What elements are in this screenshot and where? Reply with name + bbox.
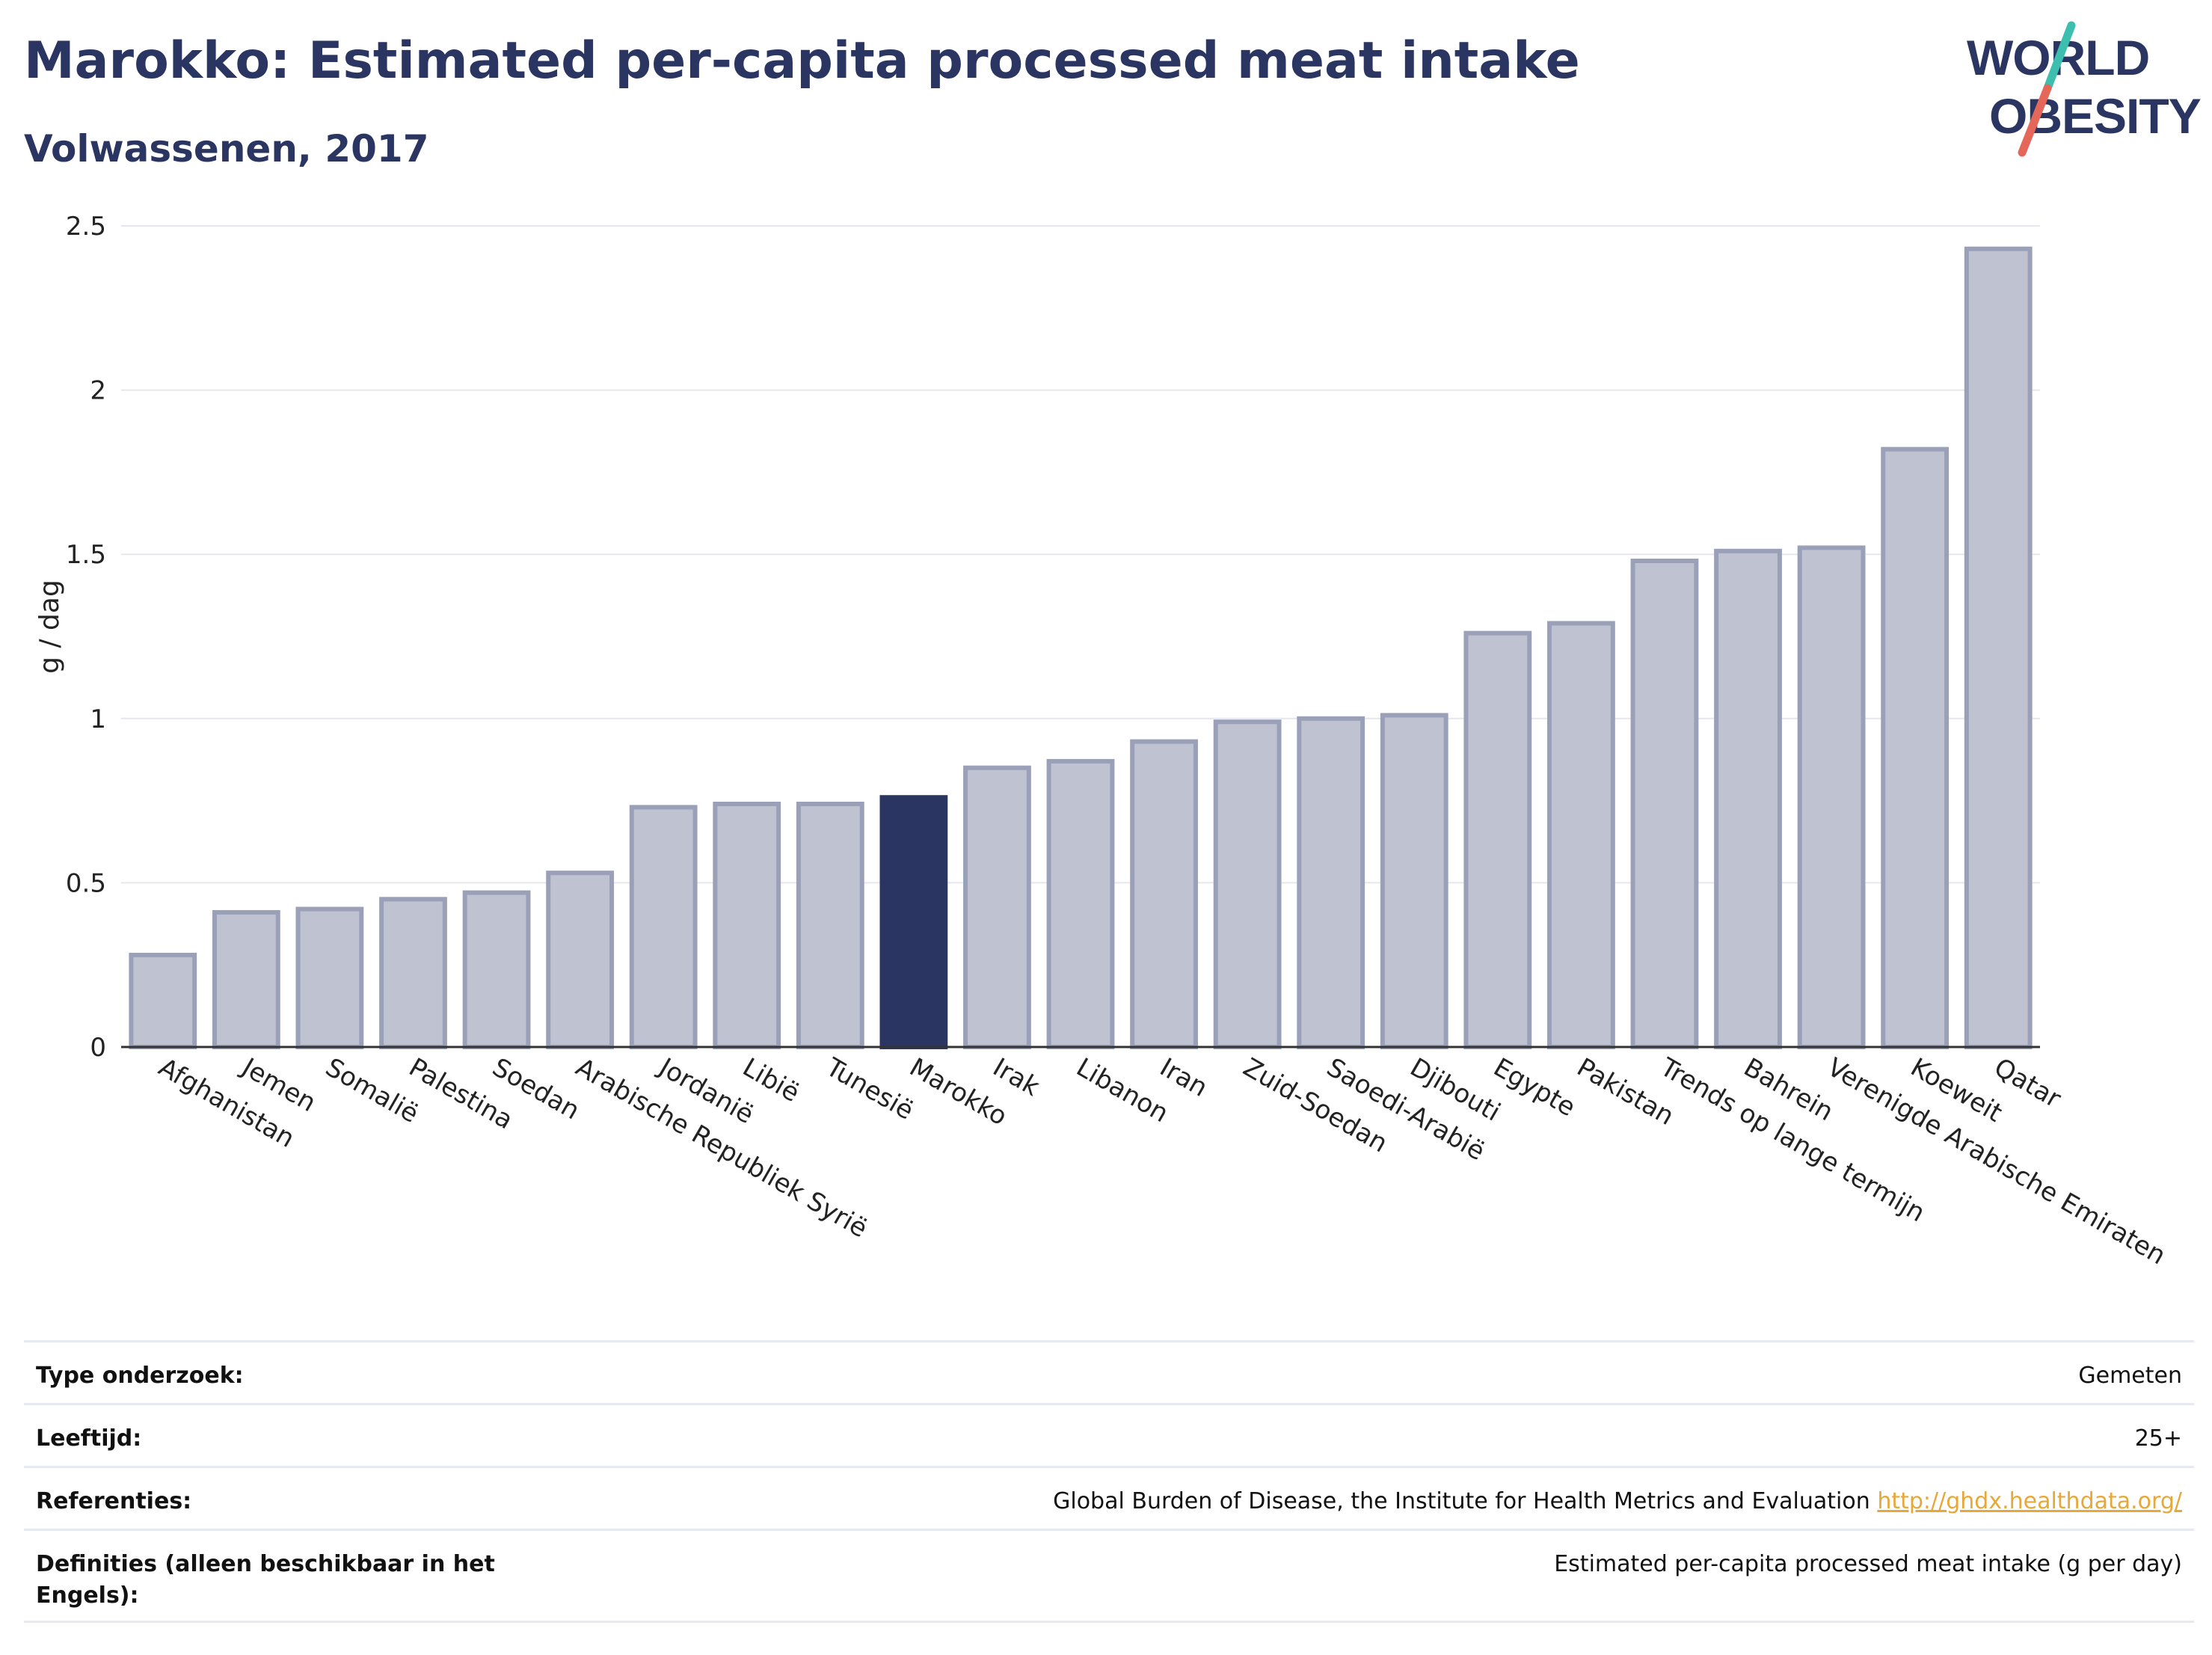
bar-iran[interactable] <box>1130 739 1198 1049</box>
bar-koeweit[interactable] <box>1881 446 1950 1049</box>
y-tick-label: 2 <box>90 376 106 406</box>
y-axis-label: g / dag <box>34 580 65 674</box>
bar-afghanistan[interactable] <box>129 953 197 1050</box>
logo-line2: OBESITY <box>1989 88 2201 144</box>
bar-bahrein[interactable] <box>1714 548 1782 1049</box>
y-tick-label: 1.5 <box>66 540 106 570</box>
bar-qatar[interactable] <box>1964 246 2033 1049</box>
y-tick-label: 1 <box>90 704 106 734</box>
x-tick-label: Somalië <box>320 1052 423 1129</box>
info-label-definitions: Definities (alleen beschikbaar in het En… <box>36 1551 495 1609</box>
chart-title: Marokko: Estimated per-capita processed … <box>24 31 1580 90</box>
info-value-type: Gemeten <box>2078 1363 2182 1389</box>
references-link[interactable]: http://ghdx.healthdata.org/ <box>1877 1488 2182 1514</box>
bar-djibouti[interactable] <box>1380 713 1448 1050</box>
x-tick-label: Egypte <box>1488 1052 1580 1123</box>
bar-palestina[interactable] <box>379 897 447 1049</box>
chart-subtitle: Volwassenen, 2017 <box>24 127 429 171</box>
bar-pakistan[interactable] <box>1546 621 1615 1049</box>
x-tick-label: Verenigde Arabische Emiraten <box>1822 1052 2171 1271</box>
bar-marokko[interactable] <box>879 795 948 1049</box>
bar-saoedi-arabi-[interactable] <box>1297 716 1365 1049</box>
bar-trends-op-lange-termijn[interactable] <box>1630 558 1699 1049</box>
bar-jemen[interactable] <box>212 909 280 1049</box>
y-tick-label: 2.5 <box>66 212 106 242</box>
bar-irak[interactable] <box>963 765 1031 1050</box>
world-obesity-logo: WORLD OBESITY <box>1967 21 2202 157</box>
info-label-references: Referenties: <box>36 1488 192 1514</box>
references-text: Global Burden of Disease, the Institute … <box>1053 1488 1870 1514</box>
x-tick-label: Libanon <box>1072 1052 1174 1129</box>
bar-egypte[interactable] <box>1463 630 1532 1049</box>
y-tick-label: 0 <box>90 1033 106 1063</box>
info-label-type: Type onderzoek: <box>36 1363 244 1389</box>
bar-libi-[interactable] <box>713 801 781 1049</box>
info-row-age: Leeftijd: 25+ <box>24 1403 2194 1466</box>
logo-slash-bottom <box>2018 84 2052 157</box>
bar-zuid-soedan[interactable] <box>1213 719 1282 1050</box>
info-value-definitions: Estimated per-capita processed meat inta… <box>1554 1551 2182 1577</box>
bar-tunesi-[interactable] <box>796 801 864 1049</box>
info-value-references: Global Burden of Disease, the Institute … <box>1041 1468 2194 1535</box>
bar-verenigde-arabische-emiraten[interactable] <box>1797 545 1866 1049</box>
info-row-definitions: Definities (alleen beschikbaar in het En… <box>24 1529 2194 1623</box>
logo-slash-top <box>2043 21 2076 93</box>
info-table: Type onderzoek: Gemeten Leeftijd: 25+ Re… <box>24 1340 2194 1623</box>
y-tick-label: 0.5 <box>66 868 106 898</box>
info-row-type: Type onderzoek: Gemeten <box>24 1340 2194 1403</box>
x-tick-label: Iran <box>1155 1052 1212 1103</box>
info-row-references: Referenties: Global Burden of Disease, t… <box>24 1466 2194 1529</box>
bar-arabische-republiek-syri-[interactable] <box>546 871 615 1049</box>
info-value-age: 25+ <box>2134 1425 2182 1452</box>
bar-jordani-[interactable] <box>629 805 698 1050</box>
bar-soedan[interactable] <box>462 890 531 1050</box>
bar-libanon[interactable] <box>1046 758 1115 1049</box>
bars <box>129 246 2033 1050</box>
x-tick-label: Tunesië <box>820 1052 918 1126</box>
x-tick-label: Irak <box>988 1052 1045 1102</box>
bar-somali-[interactable] <box>295 906 364 1050</box>
info-label-age: Leeftijd: <box>36 1425 142 1452</box>
